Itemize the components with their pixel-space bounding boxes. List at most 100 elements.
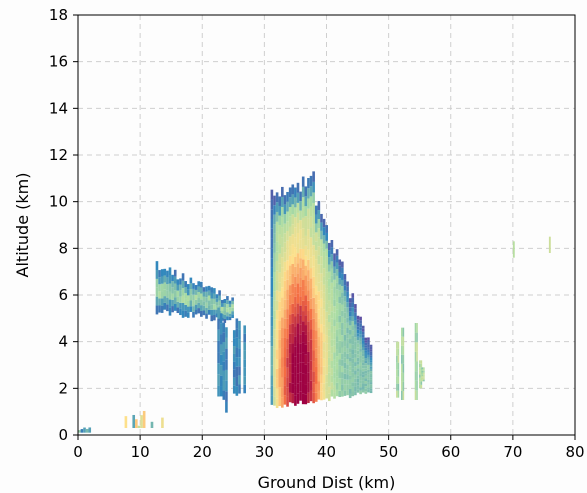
echo-cell bbox=[297, 313, 300, 323]
echo-cell bbox=[169, 283, 172, 291]
echo-cell bbox=[205, 308, 208, 313]
echo-cell bbox=[323, 268, 326, 276]
echo-cell bbox=[338, 316, 341, 322]
echo-cell bbox=[307, 178, 310, 188]
echo-cell bbox=[297, 364, 300, 374]
echo-cell bbox=[323, 227, 326, 235]
echo-cell bbox=[370, 354, 373, 356]
echo-cell bbox=[357, 368, 360, 371]
echo-cell bbox=[289, 383, 292, 393]
echo-cell bbox=[328, 394, 331, 401]
echo-cell bbox=[354, 345, 357, 349]
echo-cell bbox=[284, 290, 287, 300]
echo-cell bbox=[325, 304, 328, 312]
echo-cell bbox=[362, 386, 365, 389]
echo-cell bbox=[271, 287, 274, 297]
echo-cell bbox=[419, 378, 421, 382]
echo-cell bbox=[302, 249, 305, 259]
echo-cell bbox=[331, 389, 334, 396]
echo-cell bbox=[323, 252, 326, 260]
echo-cell bbox=[336, 383, 339, 390]
echo-cell bbox=[310, 268, 313, 278]
x-axis-title: Ground Dist (km) bbox=[258, 473, 396, 492]
echo-cell bbox=[423, 380, 425, 382]
echo-cell bbox=[195, 285, 198, 290]
echo-cell bbox=[328, 243, 331, 250]
echo-cell bbox=[341, 341, 344, 347]
echo-cell bbox=[205, 297, 208, 302]
echo-cell bbox=[357, 333, 360, 336]
echo-cell bbox=[346, 338, 349, 343]
echo-cell bbox=[271, 346, 274, 356]
echo-cell bbox=[367, 367, 370, 369]
echo-cell bbox=[310, 176, 313, 186]
echo-cell bbox=[320, 214, 323, 222]
echo-cell bbox=[323, 350, 326, 358]
echo-cell bbox=[331, 361, 334, 368]
echo-cell bbox=[291, 344, 294, 354]
echo-cell bbox=[346, 328, 349, 333]
echo-cell bbox=[171, 306, 174, 312]
echo-cell bbox=[365, 368, 368, 371]
echo-cell bbox=[281, 337, 284, 347]
echo-cell bbox=[367, 355, 370, 357]
echo-cell bbox=[210, 304, 213, 310]
echo-cell bbox=[323, 244, 326, 252]
echo-cell bbox=[344, 307, 347, 313]
echo-cell bbox=[370, 378, 373, 380]
echo-cell bbox=[359, 320, 362, 324]
echo-cell bbox=[179, 303, 182, 309]
echo-cell bbox=[333, 385, 336, 392]
echo-cell bbox=[344, 318, 347, 324]
echo-cell bbox=[365, 348, 368, 351]
echo-cell bbox=[312, 256, 315, 267]
echo-cell bbox=[289, 353, 292, 363]
echo-cell bbox=[423, 374, 425, 376]
echo-cell bbox=[302, 177, 305, 187]
echo-cell bbox=[312, 393, 315, 404]
echo-cell bbox=[370, 365, 373, 367]
echo-cell bbox=[415, 381, 417, 391]
echo-cell bbox=[398, 384, 400, 391]
echo-cell bbox=[351, 331, 354, 336]
echo-cell bbox=[315, 384, 318, 393]
echo-cell bbox=[307, 301, 310, 311]
echo-cell bbox=[338, 303, 341, 309]
echo-cell bbox=[325, 335, 328, 343]
echo-cell bbox=[341, 317, 344, 323]
echo-cell bbox=[195, 305, 198, 310]
echo-cell bbox=[231, 301, 234, 304]
echo-cell bbox=[338, 372, 341, 378]
echo-cell bbox=[344, 346, 347, 352]
echo-cell bbox=[289, 334, 292, 344]
echo-cell bbox=[328, 272, 331, 279]
echo-cell bbox=[370, 373, 373, 375]
echo-cell bbox=[346, 390, 349, 395]
echo-cell bbox=[396, 349, 398, 356]
echo-cell bbox=[208, 291, 211, 296]
echo-cell bbox=[299, 372, 302, 382]
echo-cell bbox=[315, 313, 318, 322]
echo-cell bbox=[354, 341, 357, 345]
echo-cell bbox=[341, 274, 344, 280]
echo-cell bbox=[294, 396, 297, 406]
echo-cell bbox=[203, 297, 206, 302]
echo-cell bbox=[132, 415, 135, 428]
echo-cell bbox=[359, 391, 362, 395]
echo-cell bbox=[236, 386, 239, 396]
echo-cell bbox=[365, 376, 368, 379]
echo-cell bbox=[281, 247, 284, 257]
echo-cell bbox=[302, 208, 305, 218]
echo-cell bbox=[223, 342, 226, 352]
echo-cell bbox=[331, 304, 334, 311]
echo-cell bbox=[307, 291, 310, 301]
echo-cell bbox=[359, 327, 362, 331]
echo-cell bbox=[341, 366, 344, 372]
echo-cell bbox=[421, 385, 423, 389]
echo-cell bbox=[302, 228, 305, 238]
echo-cell bbox=[195, 295, 198, 300]
echo-cell bbox=[182, 273, 185, 280]
echo-cell bbox=[286, 299, 289, 309]
echo-cell bbox=[328, 379, 331, 386]
echo-cell bbox=[367, 362, 370, 364]
